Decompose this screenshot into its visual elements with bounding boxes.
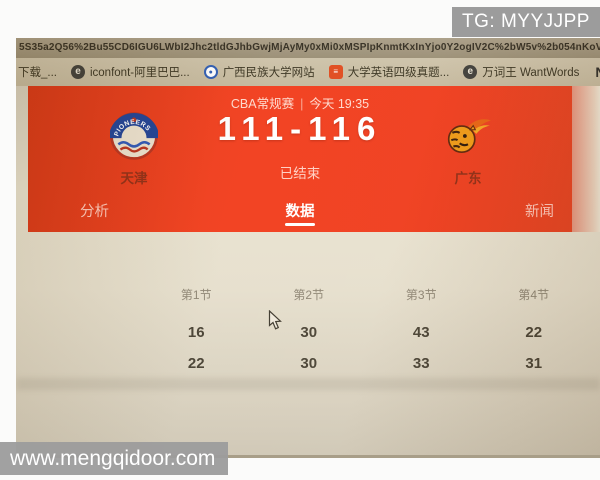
browser-screen: 5S35a2Q56%2Bu55CD6IGU6LWbI2Jhc2tldGJhbGw…	[16, 38, 600, 458]
tab-analysis[interactable]: 分析	[80, 204, 109, 220]
bookmark-cet4[interactable]: ≡ 大学英语四级真题...	[328, 64, 450, 80]
tg-watermark: TG: MYYJJPP	[452, 7, 600, 37]
guangdong-tigers-logo-icon	[444, 112, 492, 160]
away-quarter-row: 22 30 33 31	[140, 348, 590, 379]
bookmark-wantwords[interactable]: e 万词王 WantWords	[463, 64, 579, 80]
away-q3-score: 33	[412, 355, 430, 372]
bookmark-wantwords-label: 万词王 WantWords	[482, 67, 580, 79]
away-team-name: 广东	[454, 171, 482, 186]
tab-news[interactable]: 新闻	[525, 204, 554, 220]
bookmark-university[interactable]: ● 广西民族大学网站	[203, 64, 315, 80]
match-status: 已结束	[279, 166, 321, 181]
away-q1-score: 22	[187, 355, 205, 372]
bookmark-university-label: 广西民族大学网站	[222, 67, 315, 79]
n-mark-icon: N	[593, 65, 600, 79]
tianjin-pioneers-logo-icon: PIONEERS	[108, 112, 160, 160]
final-score: 111-116	[217, 110, 383, 147]
home-q3-score: 43	[412, 324, 430, 341]
quarter-header-row: 第1节 第2节 第3节 第4节	[140, 282, 590, 317]
bookmark-download[interactable]: 下载_...	[18, 64, 57, 80]
home-stat-bar	[293, 456, 310, 458]
away-q4-score: 31	[525, 355, 543, 372]
bookmark-cet4-label: 大学英语四级真题...	[347, 67, 450, 79]
away-stat-value: 38	[437, 452, 497, 455]
document-icon: ≡	[328, 65, 343, 79]
league-name: CBA常规赛	[230, 97, 295, 111]
home-q1-score: 16	[187, 324, 205, 341]
quarter-header: 第3节	[405, 288, 437, 302]
home-q4-score: 22	[525, 324, 543, 341]
match-app: CBA常规赛 | 今天 19:35 111-116 已结束 PIONEERS	[16, 86, 600, 455]
site-watermark: www.mengqidoor.com	[0, 442, 228, 475]
quarter-header: 第2节	[293, 288, 325, 302]
bookmark-download-label: 下载_...	[18, 67, 57, 79]
home-q2-score: 30	[300, 324, 318, 341]
bookmark-iconfont-label: iconfont-阿里巴巴...	[89, 67, 190, 79]
bookmark-iconfont[interactable]: e iconfont-阿里巴巴...	[70, 64, 190, 80]
bookmarks-bar: 下载_... e iconfont-阿里巴巴... ● 广西民族大学网站 ≡ 大…	[16, 58, 600, 86]
screen-glare-line	[16, 378, 600, 390]
url-text: 5S35a2Q56%2Bu55CD6IGU6LWbI2Jhc2tldGJhbGw…	[19, 42, 600, 53]
mouse-cursor-icon	[268, 309, 283, 336]
quarter-header: 第1节	[180, 288, 212, 302]
globe-icon: ●	[203, 65, 218, 79]
active-tab-indicator	[285, 223, 315, 226]
away-q2-score: 30	[300, 355, 318, 372]
wantwords-icon: e	[463, 65, 478, 79]
match-time: 今天 19:35	[309, 97, 370, 111]
bookmark-n[interactable]: N	[593, 65, 600, 79]
quarter-header: 第4节	[518, 288, 550, 302]
address-bar[interactable]: 5S35a2Q56%2Bu55CD6IGU6LWbI2Jhc2tldGJhbGw…	[16, 38, 600, 58]
iconfont-icon: e	[70, 65, 85, 79]
home-quarter-row: 16 30 43 22	[140, 317, 590, 348]
quarter-scores-table: 第1节 第2节 第3节 第4节 16 30 43 22 22 30 33 31	[140, 282, 590, 379]
screen-right-glare	[572, 86, 600, 232]
league-line: CBA常规赛 | 今天 19:35	[28, 93, 572, 112]
match-header-panel: CBA常规赛 | 今天 19:35 111-116 已结束 PIONEERS	[28, 86, 572, 232]
home-team-name: 天津	[120, 171, 148, 186]
tab-data[interactable]: 数据	[285, 204, 315, 220]
league-separator: |	[300, 97, 304, 111]
